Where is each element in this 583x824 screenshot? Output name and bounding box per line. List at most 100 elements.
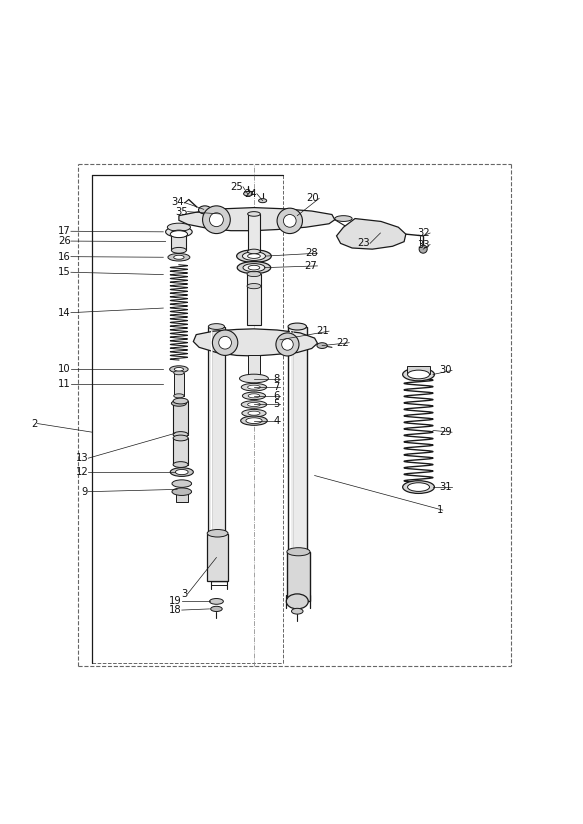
Text: 34: 34 bbox=[171, 198, 184, 208]
Ellipse shape bbox=[259, 199, 266, 203]
Text: 19: 19 bbox=[169, 597, 182, 606]
Ellipse shape bbox=[171, 247, 187, 253]
Ellipse shape bbox=[170, 366, 188, 372]
Text: 23: 23 bbox=[357, 238, 370, 248]
Ellipse shape bbox=[288, 323, 307, 330]
Ellipse shape bbox=[174, 371, 184, 375]
Ellipse shape bbox=[246, 418, 262, 424]
Circle shape bbox=[282, 339, 293, 350]
Text: 4: 4 bbox=[273, 415, 280, 426]
Ellipse shape bbox=[208, 531, 224, 537]
Text: 32: 32 bbox=[417, 228, 430, 238]
Text: 20: 20 bbox=[307, 194, 319, 204]
Text: 13: 13 bbox=[76, 453, 88, 463]
Text: 2: 2 bbox=[31, 419, 37, 428]
Polygon shape bbox=[336, 218, 406, 249]
Ellipse shape bbox=[207, 530, 228, 537]
Ellipse shape bbox=[241, 400, 266, 408]
Ellipse shape bbox=[287, 548, 310, 555]
Text: 35: 35 bbox=[175, 207, 188, 217]
Ellipse shape bbox=[408, 370, 430, 379]
Bar bbox=[248, 214, 261, 252]
Ellipse shape bbox=[172, 488, 192, 495]
Bar bbox=[407, 367, 430, 374]
Bar bbox=[287, 552, 310, 602]
Ellipse shape bbox=[248, 411, 260, 415]
Text: 5: 5 bbox=[273, 400, 280, 410]
Text: 12: 12 bbox=[75, 467, 88, 477]
Ellipse shape bbox=[171, 400, 187, 406]
Ellipse shape bbox=[403, 480, 434, 494]
Ellipse shape bbox=[242, 410, 266, 417]
Bar bbox=[171, 233, 187, 250]
Ellipse shape bbox=[247, 283, 261, 288]
Ellipse shape bbox=[248, 249, 261, 254]
Ellipse shape bbox=[292, 608, 303, 614]
Ellipse shape bbox=[168, 254, 190, 261]
Ellipse shape bbox=[175, 470, 188, 475]
Ellipse shape bbox=[288, 565, 307, 573]
Text: 15: 15 bbox=[58, 267, 71, 277]
Ellipse shape bbox=[172, 480, 192, 487]
Ellipse shape bbox=[174, 394, 184, 398]
Text: 18: 18 bbox=[169, 605, 182, 615]
Ellipse shape bbox=[286, 594, 308, 609]
Ellipse shape bbox=[241, 383, 266, 391]
Ellipse shape bbox=[210, 606, 222, 611]
Bar bbox=[173, 438, 188, 465]
Ellipse shape bbox=[403, 368, 434, 381]
Text: 31: 31 bbox=[440, 482, 452, 492]
Ellipse shape bbox=[166, 227, 192, 237]
Circle shape bbox=[419, 245, 427, 253]
Text: 30: 30 bbox=[440, 365, 452, 376]
Circle shape bbox=[276, 333, 299, 356]
Circle shape bbox=[283, 214, 296, 227]
Ellipse shape bbox=[174, 368, 184, 371]
Ellipse shape bbox=[171, 230, 187, 236]
Ellipse shape bbox=[240, 374, 268, 383]
Bar bbox=[173, 401, 188, 434]
Ellipse shape bbox=[247, 271, 261, 277]
Ellipse shape bbox=[244, 191, 253, 196]
Ellipse shape bbox=[173, 461, 188, 467]
Bar bbox=[248, 355, 261, 377]
Bar bbox=[174, 372, 184, 396]
Ellipse shape bbox=[173, 398, 188, 404]
Bar bbox=[247, 274, 261, 325]
Text: 1: 1 bbox=[437, 505, 443, 515]
Ellipse shape bbox=[173, 432, 188, 438]
Ellipse shape bbox=[173, 435, 188, 441]
Ellipse shape bbox=[335, 216, 352, 222]
Text: 7: 7 bbox=[273, 382, 280, 392]
Bar bbox=[176, 489, 188, 502]
Circle shape bbox=[212, 330, 238, 355]
Ellipse shape bbox=[167, 223, 191, 232]
Ellipse shape bbox=[199, 206, 211, 214]
Ellipse shape bbox=[408, 483, 430, 491]
Ellipse shape bbox=[248, 254, 261, 259]
Ellipse shape bbox=[170, 231, 188, 237]
Ellipse shape bbox=[243, 392, 265, 400]
Circle shape bbox=[277, 208, 303, 233]
Text: 10: 10 bbox=[58, 364, 71, 374]
Text: 8: 8 bbox=[273, 373, 280, 383]
Ellipse shape bbox=[248, 385, 261, 389]
Ellipse shape bbox=[209, 598, 223, 604]
Ellipse shape bbox=[243, 264, 265, 272]
Ellipse shape bbox=[208, 324, 224, 330]
Bar bbox=[207, 534, 228, 581]
Circle shape bbox=[219, 336, 231, 349]
Text: 17: 17 bbox=[58, 227, 71, 236]
Text: 21: 21 bbox=[317, 326, 329, 336]
Ellipse shape bbox=[248, 212, 261, 216]
Ellipse shape bbox=[220, 211, 228, 217]
Ellipse shape bbox=[243, 252, 265, 260]
Text: 3: 3 bbox=[181, 589, 188, 599]
Text: 29: 29 bbox=[439, 427, 452, 438]
Ellipse shape bbox=[248, 402, 261, 406]
Text: 14: 14 bbox=[58, 307, 71, 318]
Bar bbox=[208, 326, 224, 535]
Ellipse shape bbox=[248, 265, 260, 270]
Circle shape bbox=[209, 213, 223, 227]
Text: 28: 28 bbox=[305, 248, 318, 258]
